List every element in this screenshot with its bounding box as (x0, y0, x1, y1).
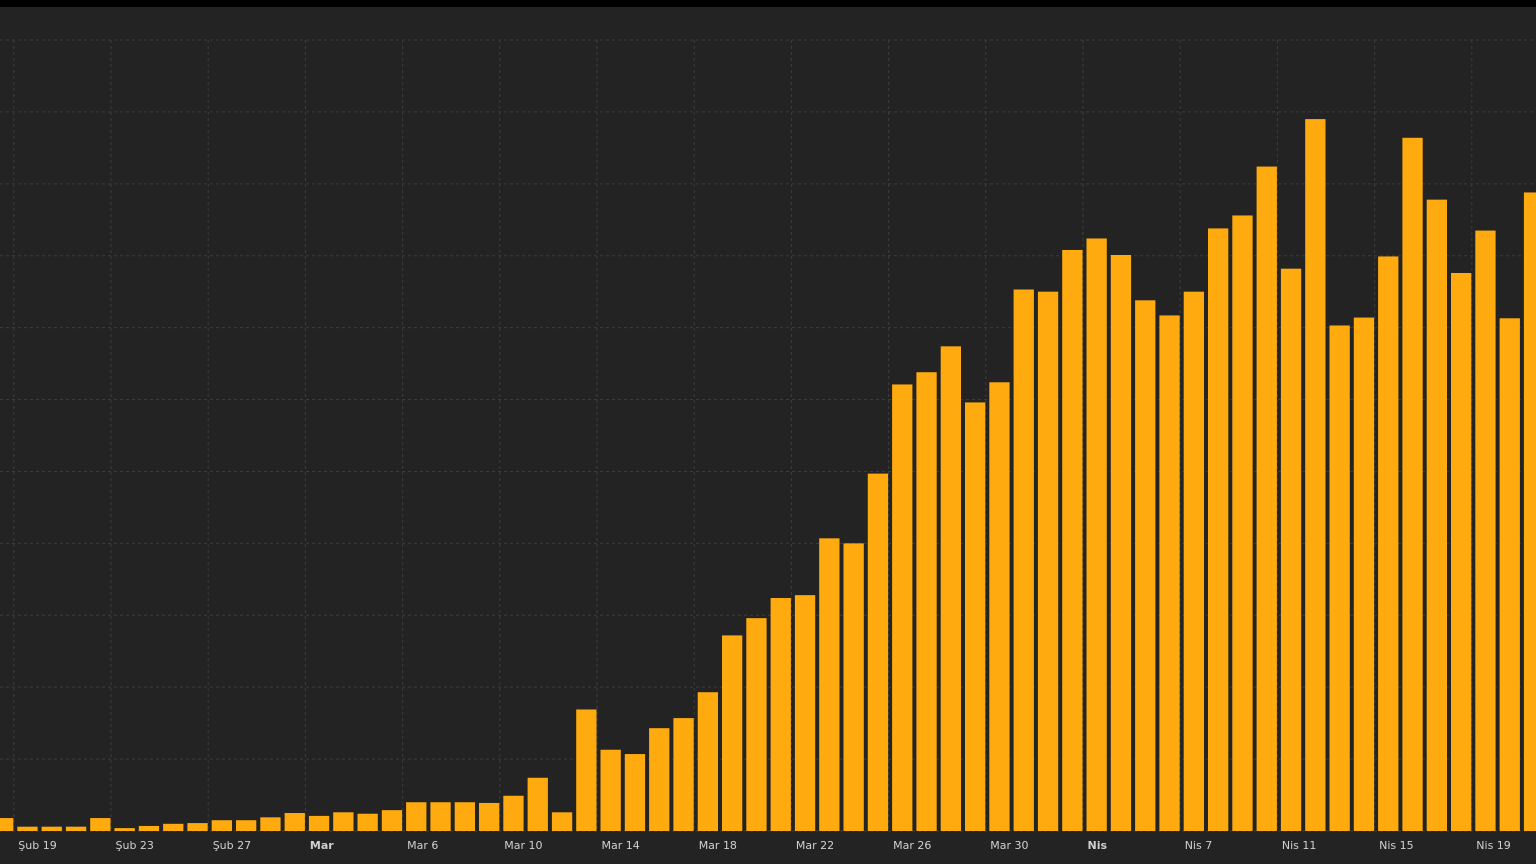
bar (1353, 317, 1375, 831)
bar (1523, 192, 1536, 831)
x-tick-label: Nis 15 (1379, 839, 1414, 852)
bar (770, 598, 791, 831)
bar (843, 543, 864, 831)
x-tick-label: Şub 19 (18, 839, 56, 852)
bar (138, 825, 160, 831)
bar (1159, 315, 1180, 831)
bar (551, 812, 573, 831)
bar (187, 823, 208, 831)
bar (260, 817, 281, 831)
bar (794, 595, 816, 831)
x-tick-label: Mar 18 (699, 839, 737, 852)
bar (479, 802, 500, 831)
bar (1256, 166, 1277, 831)
bar (114, 828, 135, 831)
bar (989, 382, 1010, 831)
bar (333, 812, 354, 831)
bar (211, 820, 232, 831)
x-tick-label: Nis 19 (1476, 839, 1511, 852)
bar (503, 795, 524, 831)
x-tick-label: Mar 14 (602, 839, 640, 852)
bar (1329, 325, 1350, 831)
bar (1232, 215, 1253, 831)
x-tick-label: Nis 11 (1282, 839, 1317, 852)
bar (1499, 318, 1520, 831)
bar (697, 692, 718, 831)
bar (1183, 291, 1204, 831)
bar (236, 820, 257, 831)
x-tick-label: Mar 26 (893, 839, 931, 852)
x-tick-label: Şub 27 (213, 839, 251, 852)
bar (1086, 238, 1107, 831)
bar (1037, 291, 1059, 831)
x-tick-label: Mar 6 (407, 839, 438, 852)
bar (527, 777, 548, 831)
bar (1135, 300, 1156, 831)
x-tick-label: Şub 23 (116, 839, 154, 852)
bar (1013, 289, 1034, 831)
bar (1208, 228, 1229, 831)
bar (624, 754, 646, 831)
x-tick-label: Mar 22 (796, 839, 834, 852)
bar (1451, 272, 1472, 831)
bar (1378, 256, 1399, 831)
x-tick-label: Mar 10 (504, 839, 542, 852)
bar (1475, 230, 1496, 832)
bar (1062, 249, 1083, 831)
bar (819, 538, 840, 831)
bar (17, 826, 38, 831)
x-tick-label: Nis 7 (1185, 839, 1213, 852)
bar (430, 802, 451, 831)
bar (600, 749, 621, 831)
x-tick-label: Mar (310, 839, 334, 852)
bar (1402, 137, 1423, 831)
bar (454, 802, 475, 831)
bar (649, 728, 670, 831)
bar (916, 372, 937, 831)
bar (1426, 199, 1447, 831)
bar (722, 635, 743, 831)
bar (65, 826, 87, 831)
bar (892, 384, 913, 831)
bar (1280, 268, 1302, 831)
x-tick-label: Mar 30 (990, 839, 1028, 852)
bar (1305, 119, 1326, 832)
plot-background (0, 7, 1536, 864)
bar (163, 823, 184, 831)
bar (381, 810, 403, 831)
bar (940, 346, 961, 831)
bar (284, 813, 305, 831)
bar (746, 618, 767, 831)
bar (357, 813, 378, 831)
bar (867, 473, 889, 831)
bar (576, 709, 597, 831)
bar (90, 818, 111, 831)
bar (673, 718, 694, 831)
bar (41, 826, 62, 831)
bar (406, 802, 427, 831)
bar (965, 402, 986, 831)
x-tick-label: Nis (1088, 839, 1108, 852)
bar (1110, 255, 1132, 831)
bar (0, 818, 14, 831)
bar (308, 815, 330, 831)
